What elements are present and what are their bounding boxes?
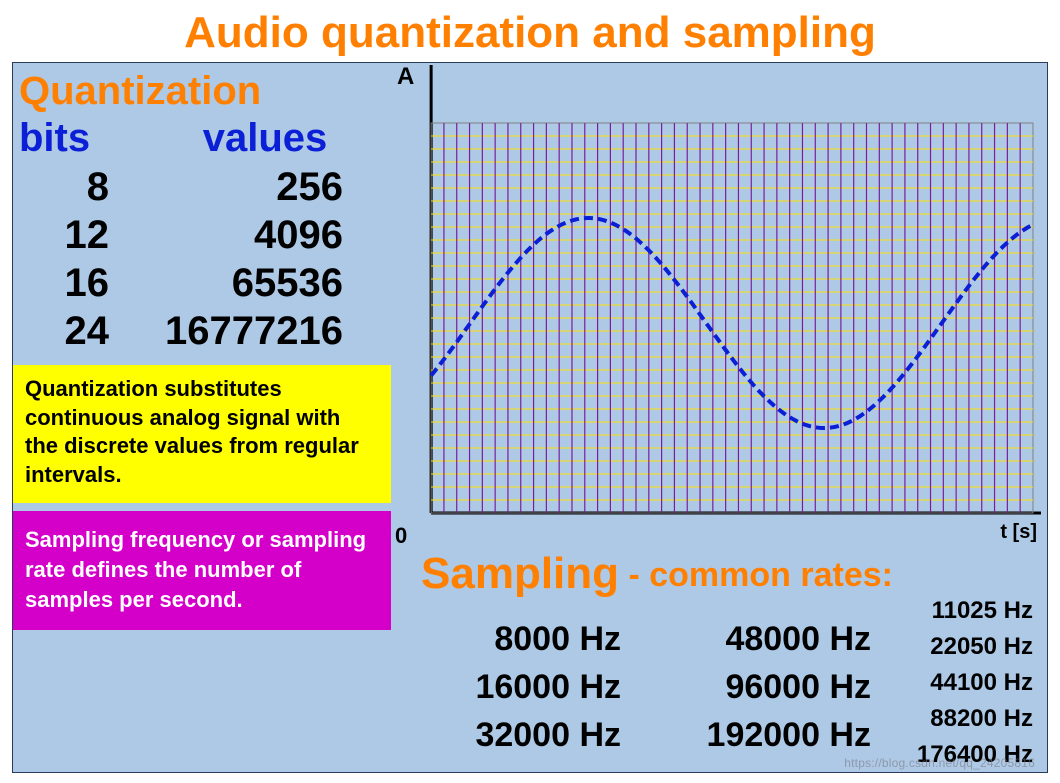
quantization-row: 1665536 <box>13 259 391 307</box>
sampling-rate-side: 88200 Hz <box>863 701 1033 737</box>
quantization-row: 8256 <box>13 163 391 211</box>
quantization-values: 65536 <box>109 259 391 307</box>
sampling-title: Sampling - common rates: <box>421 549 893 599</box>
quantization-header: bits values <box>13 114 391 161</box>
quantization-row: 124096 <box>13 211 391 259</box>
axis-label-a: A <box>397 63 414 91</box>
axis-label-t: t [s] <box>1000 521 1037 544</box>
sampling-rate: 16000 Hz <box>421 663 621 711</box>
sampling-rates-main: 8000 Hz48000 Hz16000 Hz96000 Hz32000 Hz1… <box>421 615 871 759</box>
sampling-rate: 48000 Hz <box>621 615 871 663</box>
quantization-title: Quantization <box>13 63 391 114</box>
sampling-rate-side: 44100 Hz <box>863 665 1033 701</box>
sampling-rate-row: 32000 Hz192000 Hz <box>421 711 871 759</box>
content-panel: Quantization bits values 825612409616655… <box>12 62 1048 773</box>
sampling-rate: 96000 Hz <box>621 663 871 711</box>
quantization-column: Quantization bits values 825612409616655… <box>13 63 391 772</box>
quantization-values: 256 <box>109 163 391 211</box>
quantization-rows: 825612409616655362416777216 <box>13 161 391 355</box>
note-quantization: Quantization substitutes continuous anal… <box>13 365 391 503</box>
quantization-values: 4096 <box>109 211 391 259</box>
sampling-rate: 192000 Hz <box>621 711 871 759</box>
quantization-bits: 12 <box>13 211 109 259</box>
sampling-rate-side: 22050 Hz <box>863 629 1033 665</box>
chart-svg <box>391 63 1043 543</box>
watermark: https://blog.csdn.net/qq_24205816 <box>844 756 1035 770</box>
sampling-rate-side: 11025 Hz <box>863 593 1033 629</box>
quantization-bits: 16 <box>13 259 109 307</box>
page-title: Audio quantization and sampling <box>0 0 1060 62</box>
sampling-rate-row: 16000 Hz96000 Hz <box>421 663 871 711</box>
sampling-rate: 8000 Hz <box>421 615 621 663</box>
chart-area <box>391 63 1043 543</box>
page: Audio quantization and sampling Quantiza… <box>0 0 1060 783</box>
quantization-row: 2416777216 <box>13 307 391 355</box>
sampling-title-main: Sampling <box>421 549 619 598</box>
sampling-rate-row: 8000 Hz48000 Hz <box>421 615 871 663</box>
quantization-header-values: values <box>139 116 391 161</box>
sampling-rates-side: 11025 Hz22050 Hz44100 Hz88200 Hz176400 H… <box>863 593 1033 773</box>
note-sampling: Sampling frequency or sampling rate defi… <box>13 511 391 630</box>
axis-label-zero: 0 <box>395 523 407 549</box>
quantization-header-bits: bits <box>13 116 139 161</box>
sampling-title-sub: - common rates: <box>619 556 893 594</box>
quantization-values: 16777216 <box>109 307 391 355</box>
quantization-bits: 8 <box>13 163 109 211</box>
sampling-rate: 32000 Hz <box>421 711 621 759</box>
quantization-bits: 24 <box>13 307 109 355</box>
